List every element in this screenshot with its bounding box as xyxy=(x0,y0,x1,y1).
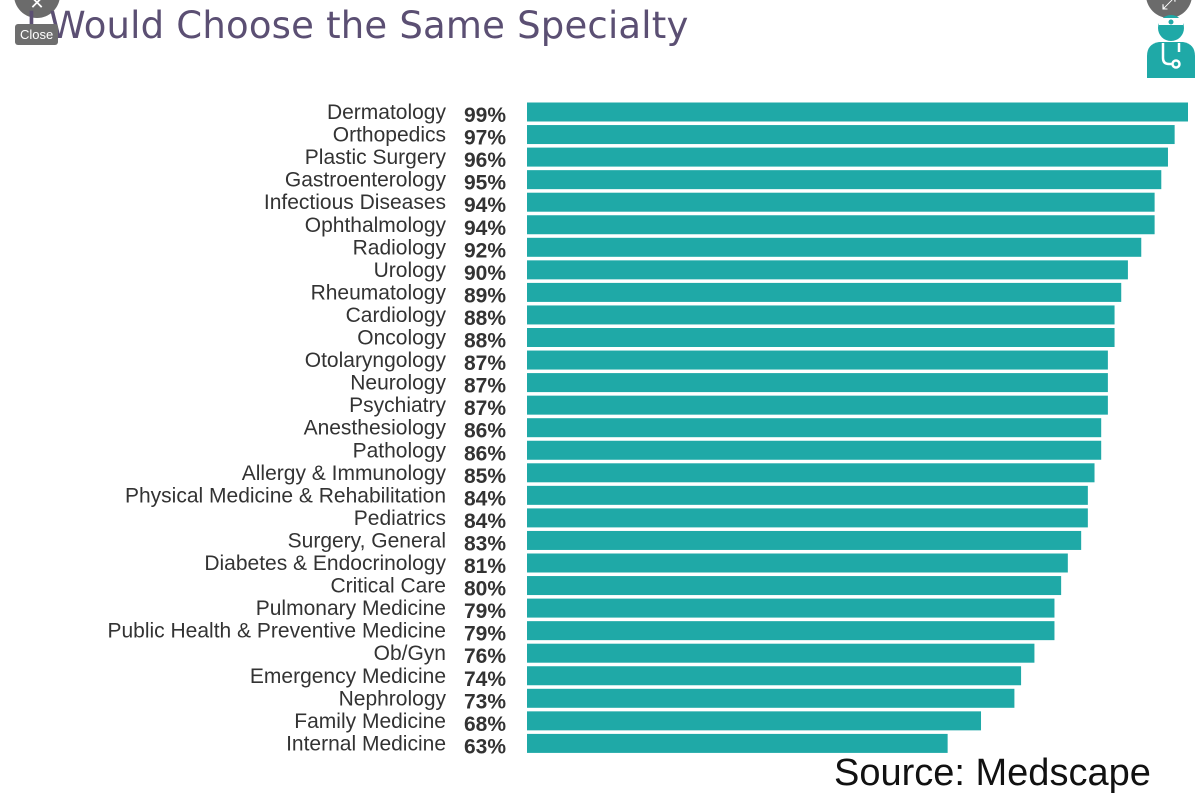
bar xyxy=(527,485,1088,505)
bar xyxy=(527,440,1102,460)
category-label: Otolaryngology xyxy=(305,349,447,372)
bar xyxy=(527,508,1088,528)
category-label: Orthopedics xyxy=(333,124,446,147)
value-label: 74% xyxy=(464,668,506,691)
close-x-icon[interactable]: ✕ xyxy=(14,0,60,18)
category-label: Ob/Gyn xyxy=(374,642,446,665)
value-label: 94% xyxy=(464,217,506,240)
bar xyxy=(527,553,1068,573)
category-label: Pathology xyxy=(353,439,447,462)
bar xyxy=(527,305,1115,325)
category-label: Ophthalmology xyxy=(305,214,447,237)
category-label: Pediatrics xyxy=(354,507,446,530)
value-label: 94% xyxy=(464,194,506,217)
bar xyxy=(527,666,1022,686)
chart-title: I Would Choose the Same Specialty xyxy=(26,4,689,47)
category-label: Neurology xyxy=(350,372,446,395)
bar xyxy=(527,170,1162,190)
category-label: Emergency Medicine xyxy=(250,665,446,688)
category-label: Pulmonary Medicine xyxy=(256,597,446,620)
category-label: Infectious Diseases xyxy=(264,191,446,214)
bar xyxy=(527,192,1155,212)
bar xyxy=(527,147,1168,167)
bar xyxy=(527,530,1082,550)
value-label: 76% xyxy=(464,645,506,668)
category-label: Critical Care xyxy=(330,575,446,598)
category-label: Physical Medicine & Rehabilitation xyxy=(125,484,446,507)
category-label: Cardiology xyxy=(346,304,447,327)
value-label: 73% xyxy=(464,690,506,713)
value-label: 97% xyxy=(464,127,506,150)
value-label: 85% xyxy=(464,465,506,488)
category-label: Internal Medicine xyxy=(286,732,446,755)
bar xyxy=(527,621,1055,641)
bar xyxy=(527,643,1035,663)
category-label: Public Health & Preventive Medicine xyxy=(107,620,446,643)
value-label: 99% xyxy=(464,104,506,127)
bar xyxy=(527,102,1188,122)
value-label: 86% xyxy=(464,420,506,443)
bar xyxy=(527,373,1108,393)
category-label: Dermatology xyxy=(327,101,447,124)
bar xyxy=(527,688,1015,708)
value-label: 79% xyxy=(464,623,506,646)
bar xyxy=(527,282,1122,302)
bar xyxy=(527,350,1108,370)
category-label: Diabetes & Endocrinology xyxy=(204,552,446,575)
category-label: Family Medicine xyxy=(294,710,446,733)
value-label: 81% xyxy=(464,555,506,578)
bar xyxy=(527,260,1128,280)
bar xyxy=(527,395,1108,415)
value-label: 84% xyxy=(464,487,506,510)
category-label: Plastic Surgery xyxy=(305,146,447,169)
bar xyxy=(527,328,1115,347)
value-label: 89% xyxy=(464,284,506,307)
category-label: Oncology xyxy=(357,327,446,350)
bar xyxy=(527,418,1102,438)
bar xyxy=(527,733,948,753)
category-label: Rheumatology xyxy=(311,281,447,304)
category-label: Surgery, General xyxy=(288,529,446,552)
bar xyxy=(527,598,1055,618)
value-label: 90% xyxy=(464,262,506,285)
category-label: Psychiatry xyxy=(349,394,446,417)
value-label: 80% xyxy=(464,578,506,601)
category-label: Allergy & Immunology xyxy=(242,462,447,485)
value-label: 63% xyxy=(464,735,506,758)
value-label: 87% xyxy=(464,375,506,398)
expand-icon[interactable]: ⤢ xyxy=(1146,0,1192,18)
value-label: 88% xyxy=(464,330,506,353)
doctor-icon xyxy=(1147,15,1195,78)
bar xyxy=(527,125,1175,145)
value-label: 88% xyxy=(464,307,506,330)
value-label: 86% xyxy=(464,442,506,465)
value-label: 83% xyxy=(464,532,506,555)
bar xyxy=(527,463,1095,483)
category-label: Urology xyxy=(374,259,447,282)
bar xyxy=(527,711,982,731)
bar xyxy=(527,237,1142,257)
value-label: 79% xyxy=(464,600,506,623)
bar xyxy=(527,576,1062,596)
bar xyxy=(527,215,1155,235)
close-button[interactable]: Close xyxy=(15,24,59,45)
value-label: 96% xyxy=(464,149,506,172)
value-label: 84% xyxy=(464,510,506,533)
category-label: Nephrology xyxy=(339,687,447,710)
value-label: 92% xyxy=(464,239,506,262)
source-caption: Source: Medscape xyxy=(834,752,1151,794)
category-label: Radiology xyxy=(353,236,447,259)
value-label: 95% xyxy=(464,172,506,195)
value-label: 87% xyxy=(464,352,506,375)
value-label: 68% xyxy=(464,713,506,736)
category-label: Gastroenterology xyxy=(285,169,447,192)
category-label: Anesthesiology xyxy=(304,417,447,440)
value-label: 87% xyxy=(464,397,506,420)
